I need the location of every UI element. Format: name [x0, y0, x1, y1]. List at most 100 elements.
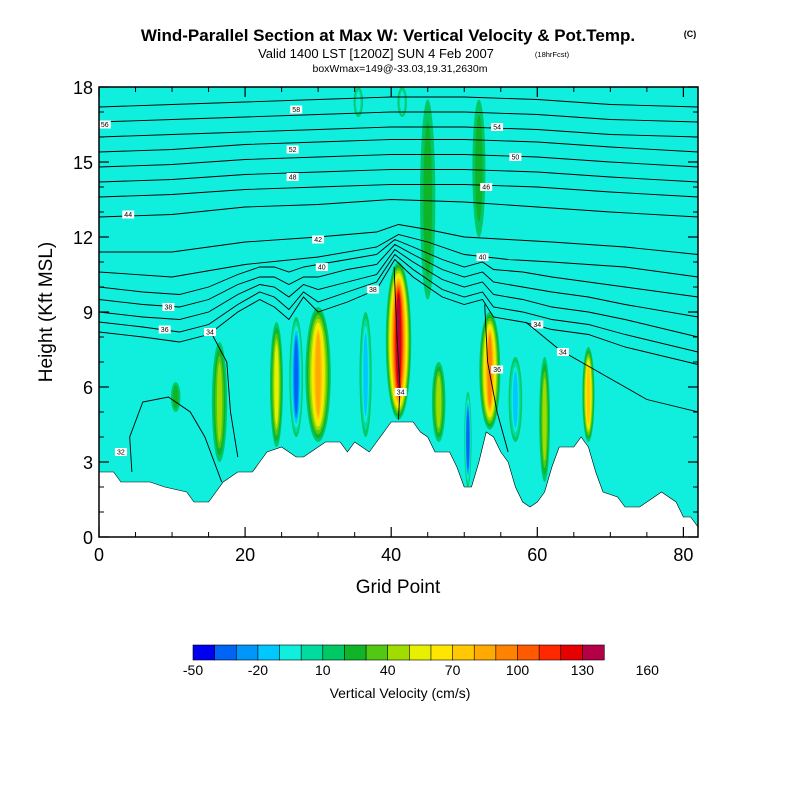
velocity-cell [464, 392, 472, 487]
theta-contour-label-bg [315, 263, 328, 271]
valid-time-label: Valid 1400 LST [1200Z] SUN 4 Feb 2007 [258, 46, 494, 61]
theta-contour-line [99, 234, 698, 278]
colorbar-swatch [214, 644, 237, 661]
x-tick-label: 80 [673, 545, 693, 565]
theta-contour-label-bg [204, 328, 216, 336]
theta-contour-line [99, 238, 698, 298]
theta-contour-label: 36 [161, 327, 169, 334]
theta-contour-label-bg [286, 173, 299, 181]
velocity-level [586, 365, 591, 424]
colorbar-swatch [365, 644, 389, 661]
theta-contour-label-bg [491, 123, 504, 131]
velocity-cell [211, 342, 228, 462]
velocity-level [356, 91, 361, 113]
theta-contour-label: 40 [479, 255, 487, 262]
theta-contour-label-bg [290, 105, 303, 114]
theta-contour-label: 42 [314, 237, 322, 244]
theta-contour-label-bg [509, 153, 522, 161]
terrain [99, 421, 698, 537]
velocity-level [423, 122, 433, 277]
velocity-cell [397, 87, 407, 117]
forecast-label: (18hrFcst) [535, 50, 570, 59]
theta-contour-label: 34 [206, 330, 214, 337]
velocity-cell [289, 317, 304, 437]
theta-contour-label: 48 [289, 175, 297, 182]
colorbar-tick-label: -20 [248, 662, 268, 678]
velocity-level [475, 115, 483, 222]
theta-contour-line [99, 224, 698, 255]
velocity-level [172, 385, 179, 409]
velocity-cell [420, 99, 436, 300]
box-info-label: boxWmax=149@-33.03,19.31,2630m [313, 63, 488, 75]
theta-contour-line [99, 126, 698, 138]
colorbar-tick-label: 130 [571, 662, 595, 678]
velocity-level [436, 375, 442, 429]
theta-contour-line [129, 396, 223, 483]
colorbar-swatch [322, 644, 346, 661]
velocity-cell [353, 87, 363, 117]
theta-contour-line [99, 199, 698, 218]
y-tick-label: 0 [83, 528, 93, 548]
colorbar-swatch [452, 644, 475, 661]
y-axis-label: Height (Kft MSL) [36, 242, 57, 382]
velocity-level [466, 409, 470, 470]
velocity-field [171, 87, 595, 487]
y-tick-label: 3 [83, 453, 93, 473]
colorbar-tick-label: 160 [636, 662, 660, 678]
theta-contour-label-bg [531, 320, 544, 329]
velocity-level [294, 339, 299, 415]
velocity-level [315, 333, 321, 416]
colorbar-swatch [257, 644, 281, 661]
theta-contour-line [99, 169, 698, 183]
colorbar-tick-label: 70 [445, 662, 461, 678]
y-tick-label: 9 [83, 303, 93, 323]
theta-contour-line [99, 253, 698, 353]
theta-contour-label: 50 [512, 155, 520, 162]
theta-contour-label: 38 [165, 305, 173, 312]
colorbar-swatch [300, 644, 324, 661]
theta-contour-label: 58 [292, 107, 300, 114]
colorbar-label: Vertical Velocity (cm/s) [330, 685, 471, 701]
y-tick-label: 18 [73, 78, 93, 98]
colorbar-swatch [517, 644, 540, 661]
colorbar-swatch [235, 644, 259, 661]
x-tick-label: 40 [381, 545, 401, 565]
colorbar-swatch [495, 644, 519, 661]
theta-contour-line [99, 184, 698, 198]
theta-contour-label: 34 [559, 350, 567, 357]
velocity-level [542, 378, 547, 461]
x-tick-label: 20 [235, 545, 255, 565]
colorbar-swatch [560, 644, 583, 661]
colorbar-swatch [387, 644, 410, 661]
colorbar-swatch [409, 644, 432, 661]
velocity-cell [305, 307, 331, 442]
theta-contour-label-bg [476, 253, 489, 261]
theta-contour-label: 34 [533, 322, 541, 329]
colorbar-tick-label: 10 [315, 662, 331, 678]
velocity-level [512, 371, 518, 428]
velocity-cell [508, 357, 523, 442]
theta-contour-line [99, 154, 698, 168]
colorbar-tick-label: 100 [506, 662, 530, 678]
y-tick-label: 6 [83, 378, 93, 398]
theta-contour-label: 36 [493, 367, 501, 374]
velocity-level [400, 91, 405, 113]
y-tick-label: 12 [73, 228, 93, 248]
theta-contour-label: 56 [101, 122, 109, 129]
theta-contour-line [484, 304, 509, 453]
colorbar-swatch [430, 644, 454, 661]
velocity-cell [431, 362, 446, 442]
colorbar-swatch [344, 644, 367, 661]
terrain-profile [99, 421, 698, 537]
theta-contour-label: 44 [124, 212, 132, 219]
velocity-level [363, 333, 368, 416]
y-tick-label: 15 [73, 153, 93, 173]
theta-contour-label: 46 [482, 185, 490, 192]
theta-contour-label-bg [286, 145, 299, 154]
theta-contour-line [525, 321, 698, 413]
chart-title: Wind-Parallel Section at Max W: Vertical… [141, 26, 635, 45]
theta-contour-label-bg [162, 303, 175, 311]
velocity-level [216, 362, 223, 442]
theta-contour-label: 38 [369, 287, 377, 294]
